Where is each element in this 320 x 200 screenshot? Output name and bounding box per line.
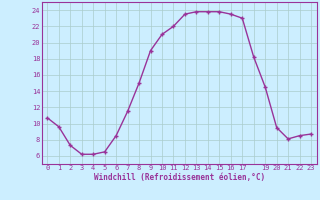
X-axis label: Windchill (Refroidissement éolien,°C): Windchill (Refroidissement éolien,°C): [94, 173, 265, 182]
